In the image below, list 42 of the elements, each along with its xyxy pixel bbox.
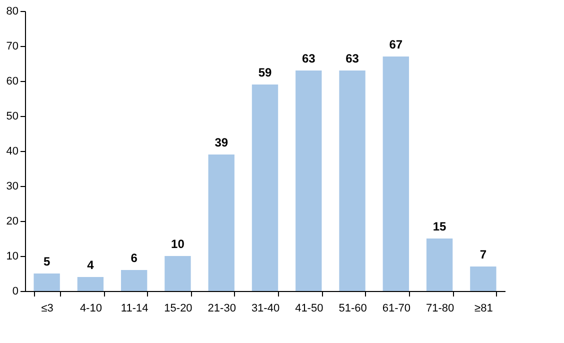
bar	[121, 270, 148, 291]
x-tick-label: 15-20	[164, 302, 192, 314]
data-label: 15	[432, 220, 447, 234]
bar	[164, 256, 191, 291]
y-tick-label: 10	[6, 250, 18, 262]
x-tick-label: 71-80	[426, 302, 454, 314]
bar	[296, 70, 322, 291]
data-label: 63	[346, 52, 360, 66]
bar	[382, 56, 409, 291]
x-tick-label: ≤3	[41, 302, 54, 314]
data-label: 59	[258, 66, 272, 80]
x-tick-label: 41-50	[295, 302, 324, 314]
x-tick-label: 11-14	[120, 302, 148, 314]
bar	[339, 70, 366, 291]
y-tick-label: 30	[6, 180, 18, 192]
bar	[34, 274, 60, 291]
bar	[470, 266, 496, 291]
y-tick-label: 20	[6, 216, 18, 228]
x-tick-label: 21-30	[208, 302, 236, 314]
bar	[252, 84, 278, 291]
data-label: 4	[87, 258, 94, 272]
y-tick-label: 0	[12, 286, 18, 298]
bar	[426, 238, 453, 291]
data-label: 63	[302, 52, 316, 66]
x-tick-label: 31-40	[251, 302, 280, 314]
bar	[77, 277, 104, 291]
x-tick-label: 51-60	[338, 302, 367, 314]
data-label: 67	[389, 38, 403, 52]
y-tick-label: 60	[6, 76, 18, 88]
data-label: 5	[43, 254, 50, 268]
data-label: 6	[130, 251, 138, 265]
data-label: 10	[171, 237, 185, 251]
x-tick-label: ≥81	[474, 302, 493, 314]
y-tick-label: 40	[6, 146, 18, 158]
bar	[208, 154, 234, 291]
x-tick-label: 61-70	[382, 302, 410, 314]
y-tick-label: 70	[6, 40, 18, 52]
y-tick-label: 80	[6, 6, 18, 18]
y-tick-label: 50	[6, 110, 18, 122]
data-label: 39	[214, 136, 228, 150]
data-label: 7	[480, 248, 487, 262]
x-tick-label: 4-10	[80, 302, 102, 314]
